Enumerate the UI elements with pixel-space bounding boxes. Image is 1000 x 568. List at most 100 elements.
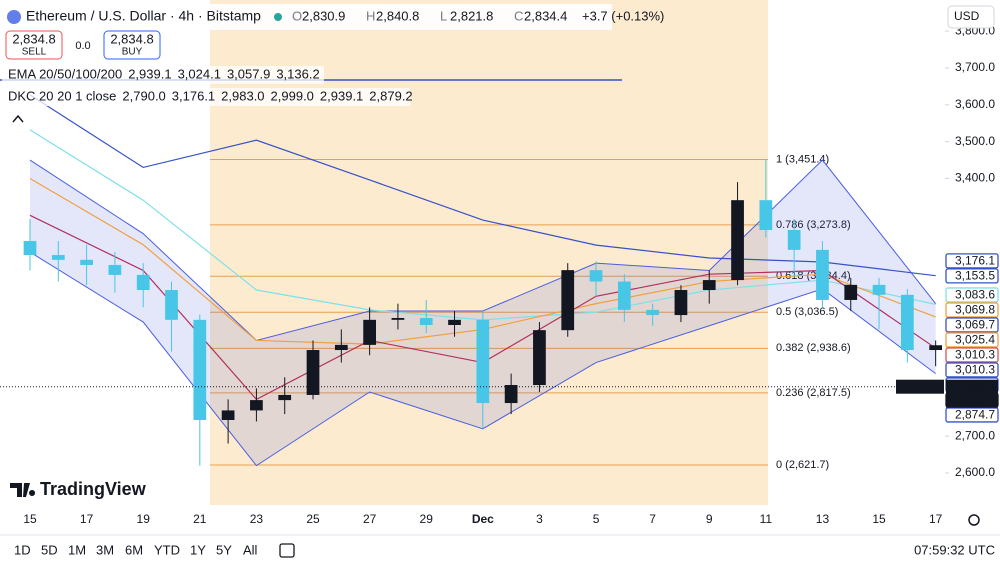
- buy-price: 2,834.8: [110, 31, 153, 46]
- sell-button[interactable]: [5, 30, 63, 60]
- range-button[interactable]: 5Y: [216, 542, 232, 557]
- fib-label: 0.618 (3,134.4): [776, 270, 851, 282]
- legend-value: 3,024.1: [178, 66, 221, 81]
- price-tag: [945, 268, 999, 284]
- x-tick-label: 21: [193, 512, 207, 526]
- x-tick-label: 25: [306, 512, 320, 526]
- fib-label: 0.236 (2,817.5): [776, 387, 851, 399]
- x-tick-label: Dec: [472, 512, 494, 526]
- candle-body: [929, 345, 943, 351]
- price-tag-label: 3,176.1: [955, 254, 995, 268]
- fib-label: 0.382 (2,938.6): [776, 342, 851, 354]
- range-button[interactable]: YTD: [154, 542, 180, 557]
- candle-body: [193, 319, 207, 420]
- legend-value: 2,939.1: [320, 88, 363, 103]
- buy-label: BUY: [122, 47, 143, 58]
- candle-body: [731, 200, 744, 281]
- price-tag-label: 3,153.5: [955, 269, 995, 283]
- candle-body: [363, 319, 376, 345]
- last-price-symbol-box: [896, 379, 944, 394]
- market-status: [274, 13, 282, 21]
- price-tag: [945, 302, 999, 318]
- collapse-button[interactable]: [8, 110, 28, 128]
- price-tag: [945, 317, 999, 333]
- x-tick-label: 15: [23, 512, 37, 526]
- symbol-title: Ethereum / U.S. Dollar · 4h · Bitstamp: [26, 8, 261, 24]
- spread: 0.0: [75, 40, 90, 52]
- fib-zone: [210, 0, 768, 505]
- candle-body: [476, 319, 490, 404]
- x-tick-label: 5: [593, 512, 600, 526]
- price-tag-label: 3,069.7: [955, 318, 995, 332]
- last-price-label: 2,834.4: [955, 379, 995, 393]
- candle-body: [872, 284, 886, 295]
- symbol-icon: [7, 10, 21, 24]
- ohlc-value: 2,821.8: [450, 8, 493, 23]
- price-tag-label: 2,874.7: [955, 408, 995, 422]
- candle-body: [900, 294, 914, 351]
- ema-line: [29, 94, 936, 277]
- price-tag-label: 3,025.4: [955, 333, 995, 347]
- candle-body: [334, 344, 348, 351]
- candle-body: [674, 290, 688, 316]
- x-tick-label: 17: [929, 512, 943, 526]
- legend-value: 2,999.0: [271, 88, 314, 103]
- range-button[interactable]: 1D: [14, 542, 31, 557]
- currency: USD: [954, 9, 980, 23]
- x-tick-label: 15: [872, 512, 886, 526]
- range-button[interactable]: 5D: [41, 542, 58, 557]
- countdown: 00:28: [955, 393, 985, 407]
- candle-body: [589, 270, 603, 282]
- candle-body: [221, 410, 235, 420]
- ohlc-value: 2,834.4: [524, 8, 567, 23]
- clock: 07:59:32 UTC: [914, 542, 995, 557]
- buy-button[interactable]: [103, 30, 161, 60]
- price-tag: [945, 287, 999, 303]
- legend-name: DKC 20 20 1 close: [8, 88, 116, 103]
- candle-body: [844, 284, 858, 300]
- legend-bg: [2, 88, 410, 106]
- candle-body: [165, 290, 178, 320]
- candle-body: [646, 309, 660, 316]
- range-button[interactable]: 3M: [96, 542, 114, 557]
- price-tag-label: 3,083.6: [955, 288, 995, 302]
- header-bg: [0, 4, 612, 30]
- range-button[interactable]: All: [243, 542, 258, 557]
- fib-label: 0.786 (3,273.8): [776, 219, 851, 231]
- legend-bg: [2, 66, 324, 84]
- candle-body: [391, 317, 405, 320]
- range-button[interactable]: 1M: [68, 542, 86, 557]
- x-tick-label: 3: [536, 512, 543, 526]
- price-tag-label: 3,010.3: [955, 348, 995, 362]
- candle-body: [306, 350, 320, 395]
- fib-label: 0.5 (3,036.5): [776, 306, 838, 318]
- settings-icon[interactable]: [968, 514, 980, 526]
- candle-body: [419, 317, 433, 325]
- change: +3.7 (+0.13%): [582, 8, 664, 23]
- currency-button[interactable]: [947, 5, 995, 29]
- ohlc-key: C: [514, 8, 523, 23]
- y-tick-label: 3,600.0: [955, 97, 995, 111]
- range-button[interactable]: 6M: [125, 542, 143, 557]
- date-range-icon[interactable]: [279, 543, 295, 558]
- y-tick-label: 2,600.0: [955, 465, 995, 479]
- price-tag: [945, 253, 999, 269]
- time-axis-bg: [0, 505, 1000, 535]
- x-tick-label: 19: [137, 512, 151, 526]
- candle-body: [787, 230, 801, 250]
- candle-body: [108, 264, 122, 275]
- fib-label: 0 (2,621.7): [776, 459, 829, 471]
- ohlc-key: O: [292, 8, 302, 23]
- legend-value: 3,176.1: [172, 88, 215, 103]
- range-button[interactable]: 1Y: [190, 542, 206, 557]
- x-tick-label: 17: [80, 512, 94, 526]
- price-tag: [945, 362, 999, 378]
- y-tick-label: 3,700.0: [955, 60, 995, 74]
- fib-label: 1 (3,451.4): [776, 153, 829, 165]
- candle-body: [617, 281, 631, 310]
- price-tag-label: 3,010.3: [955, 363, 995, 377]
- collapse-icon: [12, 114, 24, 123]
- candle-body: [448, 319, 461, 325]
